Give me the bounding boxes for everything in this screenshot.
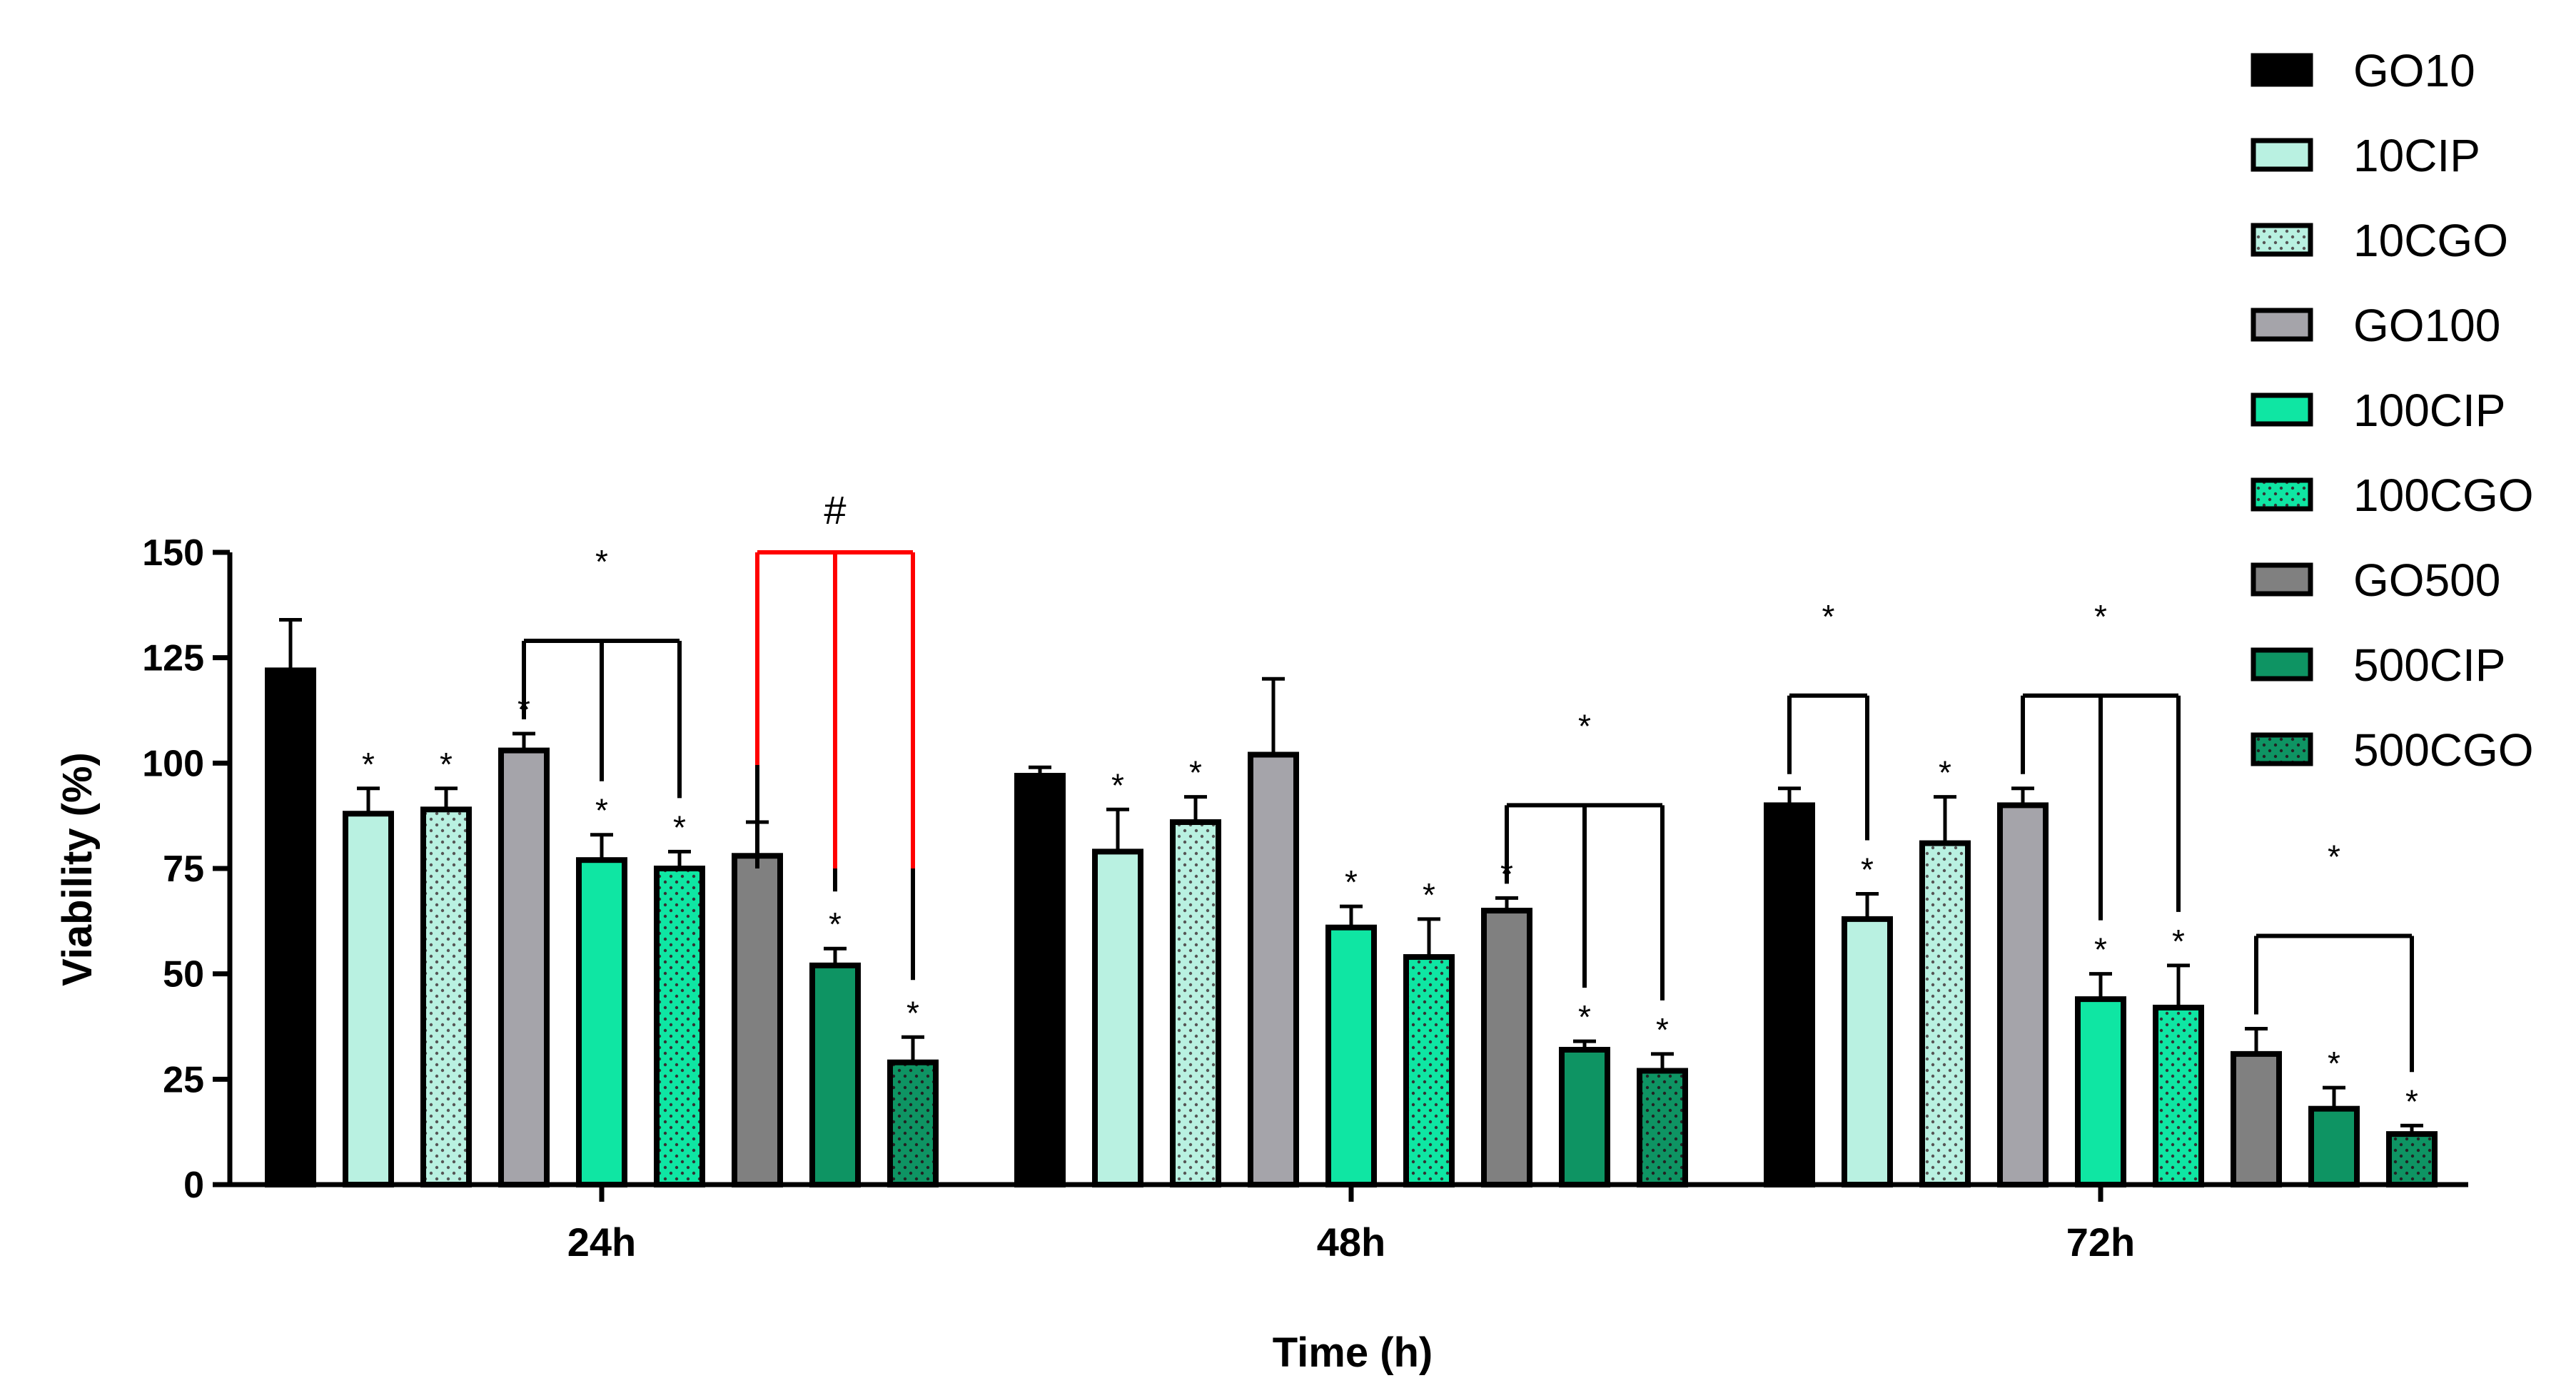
y-tick-label: 75 [163,848,204,890]
legend-label: GO100 [2353,300,2500,351]
legend-label: GO10 [2353,45,2475,96]
significance-star: * [2172,923,2185,960]
significance-star: * [1189,754,1202,791]
legend-swatch [2251,138,2313,172]
bar [1170,819,1221,1187]
y-tick-label: 150 [142,532,204,574]
bar [498,747,550,1187]
bar [1248,751,1299,1187]
significance-star: * [2405,1083,2418,1120]
bracket-star: * [2094,598,2107,635]
significance-star: * [2328,1045,2340,1082]
y-tick-label: 25 [163,1059,204,1100]
legend-swatch [2251,223,2313,257]
legend-swatch [2251,647,2313,682]
legend-label: 100CGO [2353,470,2534,521]
significance-star: * [440,746,453,783]
legend-label: 500CIP [2353,639,2505,691]
significance-star: * [673,809,686,846]
x-tick-label: 24h [567,1220,637,1265]
significance-star: * [1345,863,1358,901]
bar [1637,1068,1688,1188]
significance-star: * [1939,754,1951,791]
significance-star: * [1423,876,1435,913]
legend-swatch [2251,477,2313,512]
legend-swatch [2251,562,2313,597]
bar [1092,848,1143,1187]
bar [809,962,861,1188]
legend-swatch [2251,392,2313,427]
significance-star: * [1111,766,1124,804]
significance-star: * [1861,851,1874,888]
x-tick-label: 48h [1317,1220,1386,1265]
significance-star: * [829,906,842,943]
significance-star: * [1656,1011,1669,1048]
bar [420,806,472,1187]
bracket-star: * [2328,838,2340,875]
legend-label: 100CIP [2353,385,2505,436]
y-tick-label: 50 [163,954,204,996]
legend-label: 10CGO [2353,215,2508,266]
legend-swatch [2251,308,2313,342]
legend: GO10 10CIP 10CGO GO100 100CIP 100CGO GO500 500C… [2251,45,2534,776]
bracket-star: * [595,543,608,580]
bar [2075,996,2126,1188]
legend-swatch [2251,53,2313,87]
y-tick-label: 100 [142,743,204,784]
bar [1997,802,2049,1187]
bar [1481,908,1532,1187]
y-tick-label: 125 [142,638,204,679]
axes-layer: 0 25 50 75 100 125 150 24h 48h 72h [142,532,2468,1265]
y-tick-label: 0 [183,1165,204,1206]
brackets-layer: * # * * * * [522,487,2414,1073]
bar [732,853,783,1188]
bar [1764,802,1815,1187]
significance-star: * [362,746,375,783]
bar [1403,954,1455,1188]
bar [2386,1131,2438,1187]
legend-label: GO500 [2353,554,2500,606]
bar [1559,1046,1610,1188]
bracket-star: * [1822,598,1835,635]
bar [2231,1050,2282,1187]
bar [1325,924,1377,1188]
y-axis-title: Viability (%) [54,752,101,986]
legend-label: 10CIP [2353,130,2480,181]
bracket-star: * [1578,707,1591,744]
bar [265,667,316,1187]
bar [576,857,627,1187]
x-tick-label: 72h [2066,1220,2136,1265]
bar [887,1059,939,1187]
bar [1919,840,1971,1188]
bar [654,866,705,1187]
bars-layer: * * * * * * * * * * * * * * * * * * * * [265,618,2438,1188]
legend-swatch [2251,732,2313,766]
legend-label: 500CGO [2353,724,2534,776]
significance-star: * [906,994,919,1031]
bar [1014,773,1066,1187]
bar [2308,1105,2360,1188]
bar [343,811,394,1188]
significance-star: * [1578,998,1591,1035]
significance-star: * [2094,931,2107,968]
hash-label: # [824,487,846,532]
x-axis-title: Time (h) [1273,1329,1433,1376]
significance-star: * [595,792,608,829]
bar [1842,916,1893,1187]
bar [2153,1004,2204,1188]
